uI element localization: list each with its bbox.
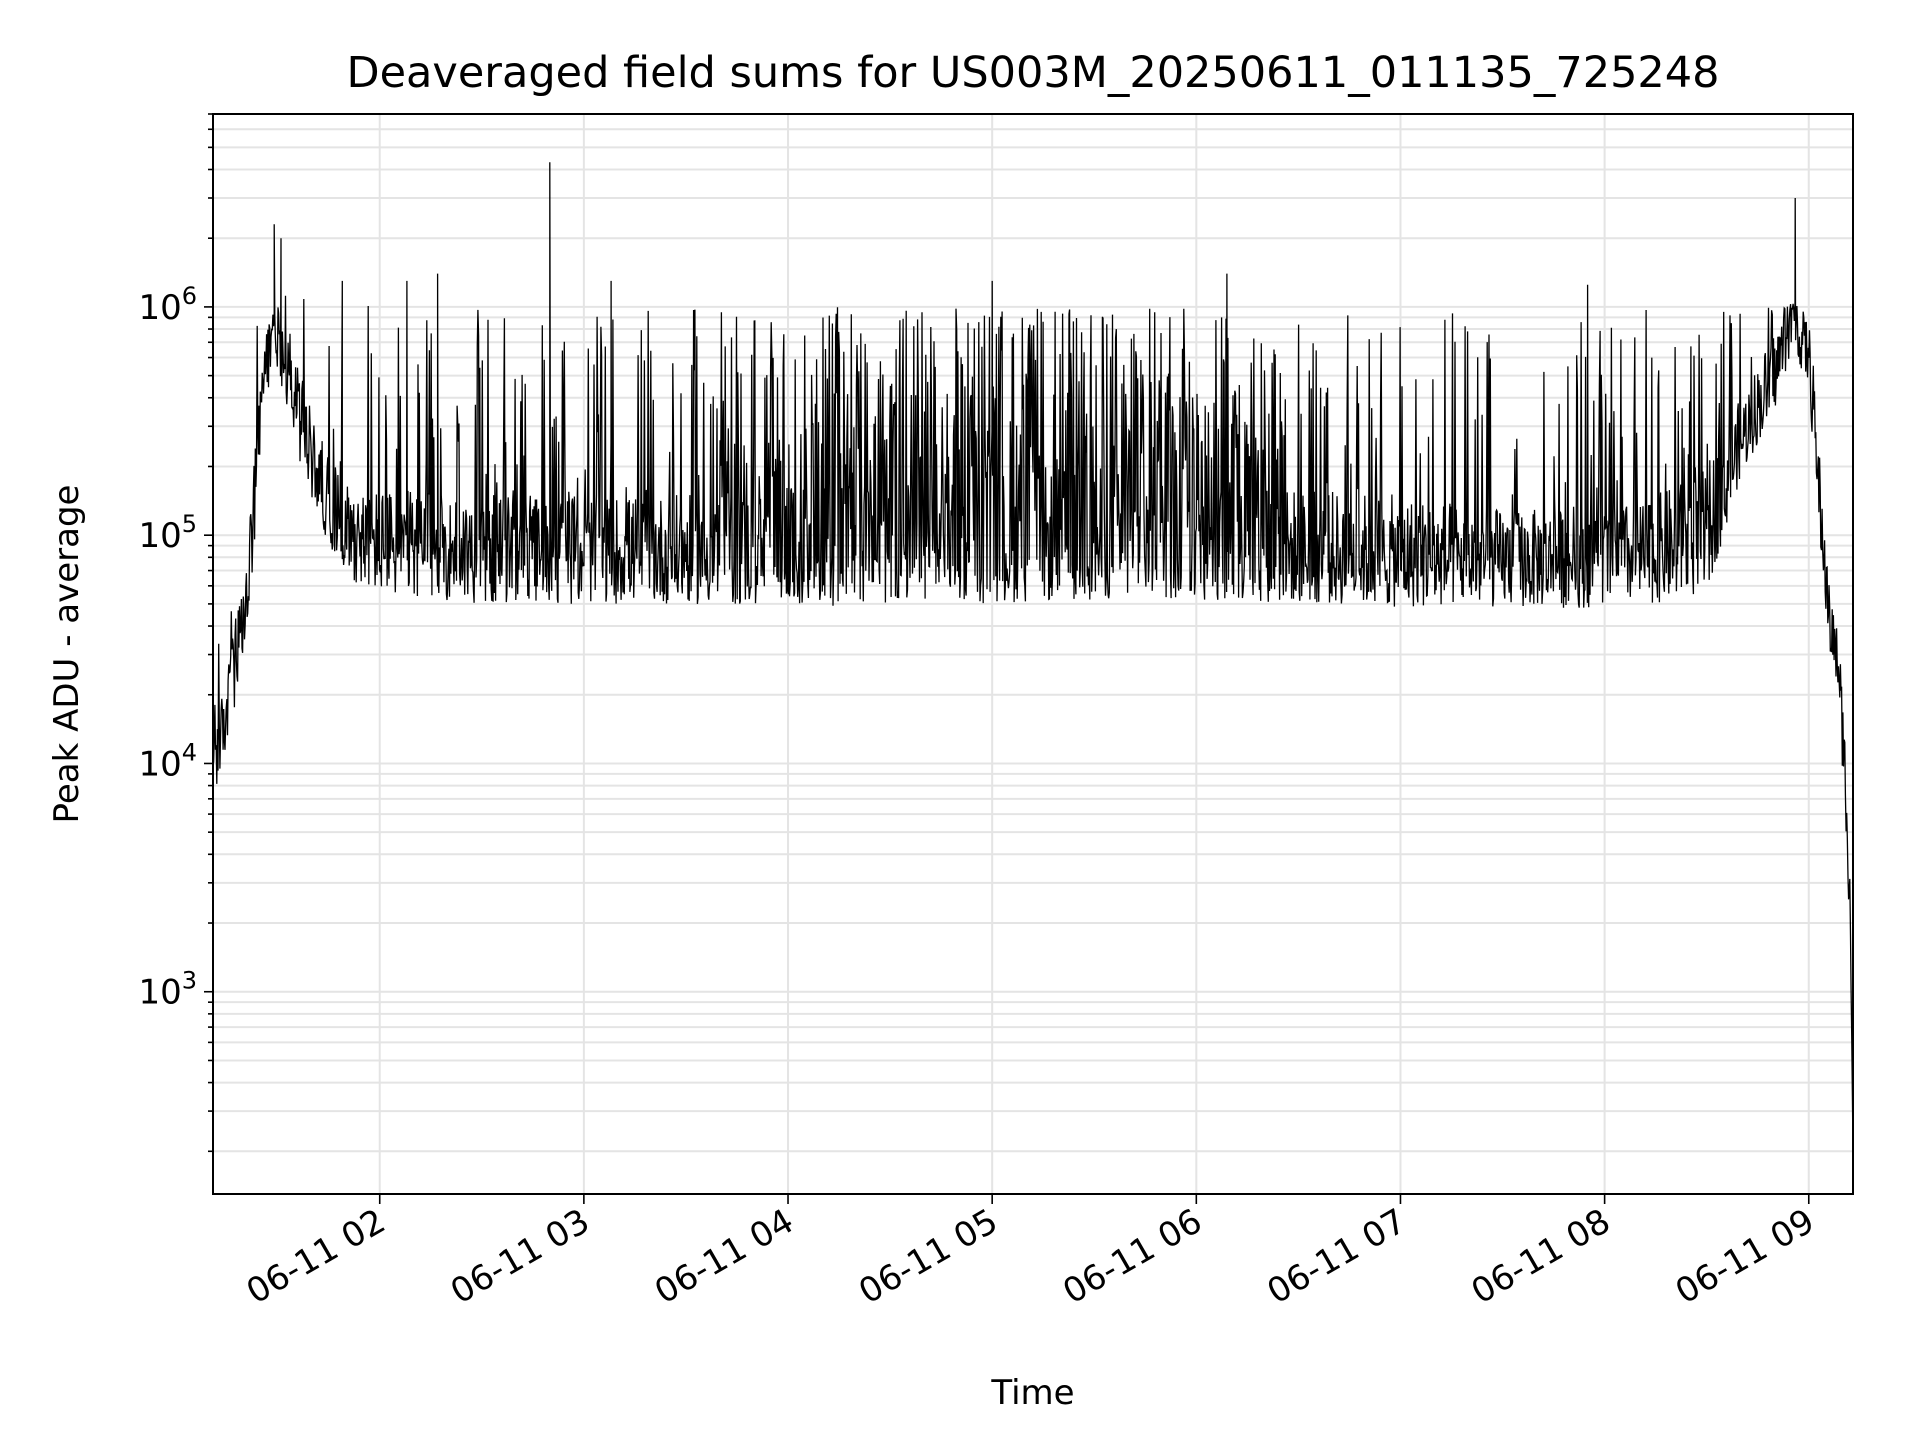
- x-tick-label: 06-11 09: [1669, 1201, 1821, 1312]
- series-trace: [212, 162, 1854, 1152]
- y-tick-label: 103: [138, 967, 197, 1013]
- y-tick-label: 105: [138, 510, 197, 556]
- x-axis-label: Time: [990, 1373, 1074, 1413]
- x-tick-label: 06-11 05: [852, 1201, 1004, 1312]
- grid: [213, 113, 1853, 1194]
- y-axis-label: Peak ADU - average: [47, 485, 87, 824]
- chart-title: Deaveraged field sums for US003M_2025061…: [346, 48, 1719, 98]
- x-axis: 06-11 02 06-11 03 06-11 04 06-11 05 06-11 06…: [240, 1194, 1821, 1312]
- x-tick-label: 06-11 08: [1465, 1201, 1617, 1312]
- y-tick-label: 106: [138, 282, 197, 328]
- x-tick-label: 06-11 07: [1261, 1201, 1413, 1312]
- series-line: [212, 162, 1854, 1152]
- x-tick-label: 06-11 03: [444, 1201, 596, 1312]
- x-tick-label: 06-11 04: [648, 1201, 800, 1312]
- x-tick-label: 06-11 06: [1056, 1201, 1208, 1312]
- x-tick-label: 06-11 02: [240, 1201, 392, 1312]
- y-tick-label: 104: [138, 738, 197, 784]
- y-axis: 103 104 105 106: [138, 113, 213, 1153]
